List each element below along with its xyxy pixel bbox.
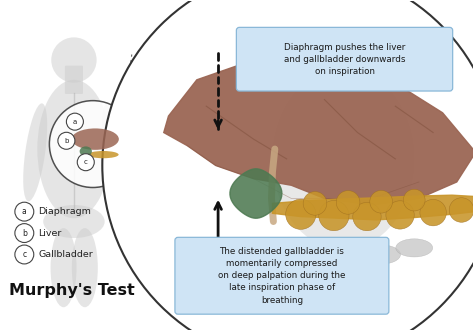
Circle shape	[336, 191, 360, 214]
Ellipse shape	[362, 245, 401, 264]
Ellipse shape	[43, 205, 105, 238]
Circle shape	[15, 224, 34, 243]
Text: Liver: Liver	[38, 229, 62, 238]
Circle shape	[15, 245, 34, 264]
Text: Diaphragm pushes the liver
and gallbladder downwards
on inspiration: Diaphragm pushes the liver and gallbladd…	[284, 43, 405, 76]
Ellipse shape	[285, 255, 326, 274]
Ellipse shape	[273, 68, 414, 250]
Ellipse shape	[102, 103, 126, 201]
Polygon shape	[273, 195, 474, 220]
Circle shape	[449, 198, 474, 222]
Ellipse shape	[242, 251, 284, 271]
Ellipse shape	[396, 239, 433, 257]
Circle shape	[386, 201, 414, 229]
FancyBboxPatch shape	[175, 237, 389, 314]
Text: b: b	[22, 229, 27, 238]
Ellipse shape	[72, 228, 98, 307]
Polygon shape	[164, 60, 474, 205]
Text: a: a	[73, 118, 77, 125]
Ellipse shape	[258, 275, 297, 293]
Ellipse shape	[323, 250, 364, 269]
Circle shape	[303, 192, 327, 215]
Text: The distended gallbladder is
momentarily compressed
on deep palpation during the: The distended gallbladder is momentarily…	[218, 247, 346, 305]
Ellipse shape	[51, 228, 76, 307]
Text: c: c	[84, 159, 88, 165]
Ellipse shape	[219, 270, 259, 289]
Ellipse shape	[72, 128, 119, 150]
Ellipse shape	[80, 146, 92, 156]
Ellipse shape	[198, 244, 243, 265]
Circle shape	[319, 201, 349, 231]
Circle shape	[58, 132, 75, 149]
Circle shape	[370, 190, 392, 213]
Ellipse shape	[334, 272, 371, 290]
Ellipse shape	[88, 151, 118, 158]
Text: c: c	[22, 250, 27, 259]
Text: Murphy's Test: Murphy's Test	[9, 283, 135, 298]
Text: Diaphragm: Diaphragm	[38, 207, 91, 216]
Circle shape	[286, 199, 316, 229]
Circle shape	[353, 203, 381, 231]
Text: b: b	[64, 138, 69, 144]
Ellipse shape	[37, 80, 110, 218]
FancyBboxPatch shape	[65, 66, 83, 94]
Circle shape	[77, 154, 94, 171]
Ellipse shape	[23, 103, 47, 201]
Circle shape	[15, 202, 34, 221]
Circle shape	[420, 199, 447, 226]
Circle shape	[51, 37, 97, 83]
Circle shape	[66, 113, 83, 130]
Circle shape	[49, 101, 137, 187]
FancyBboxPatch shape	[237, 27, 453, 91]
Text: a: a	[22, 207, 27, 216]
Circle shape	[403, 189, 425, 211]
Circle shape	[102, 0, 474, 331]
Polygon shape	[230, 169, 282, 218]
Text: Gallbladder: Gallbladder	[38, 250, 93, 259]
Ellipse shape	[296, 277, 334, 295]
